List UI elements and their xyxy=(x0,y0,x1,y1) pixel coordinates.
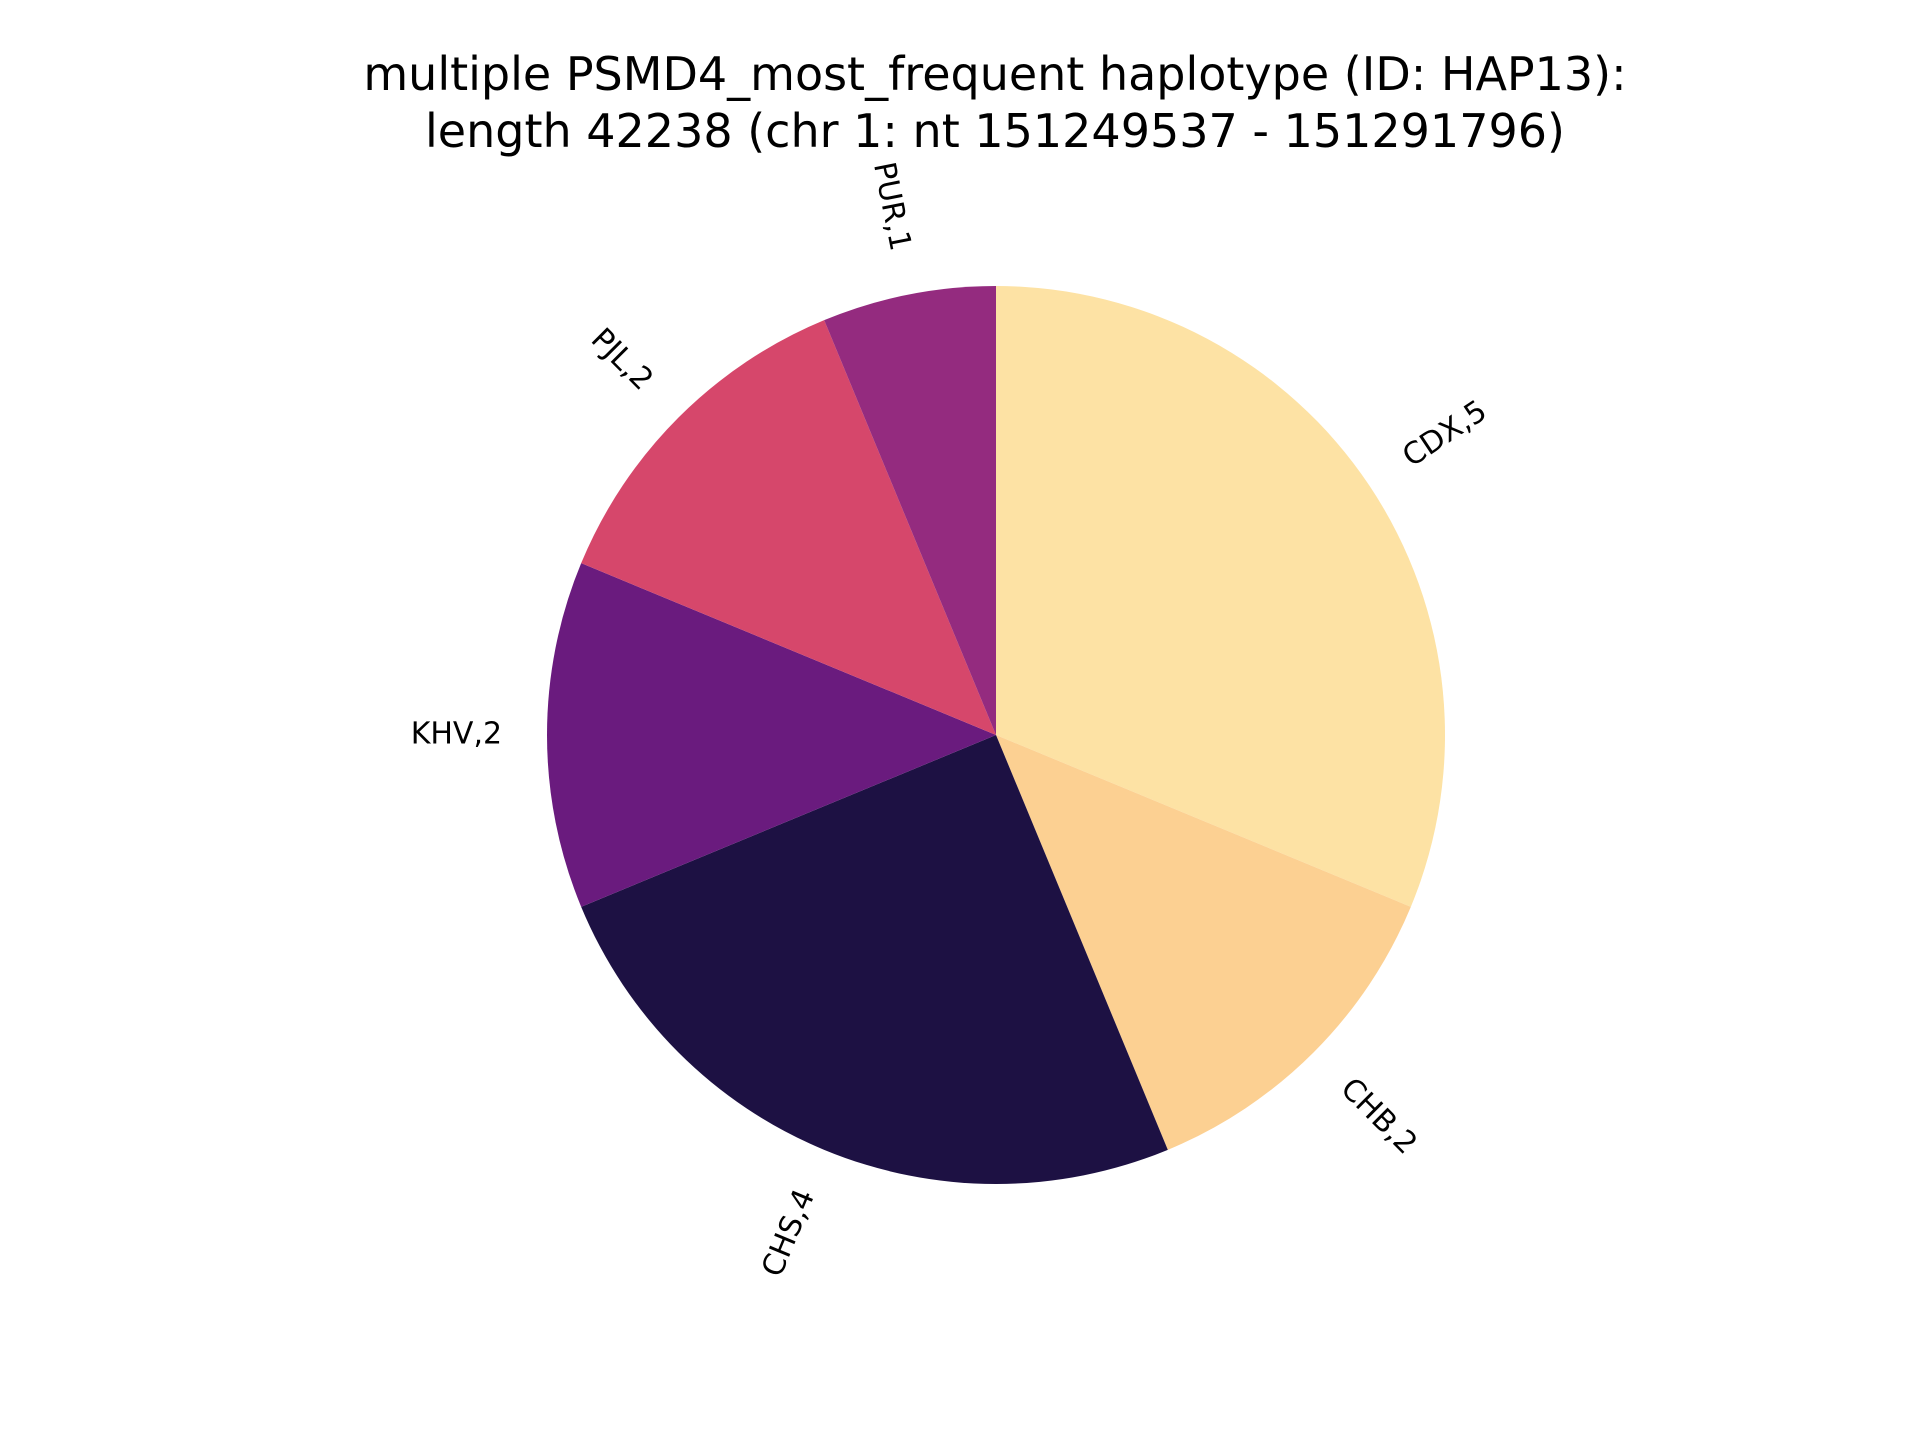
pie-slice-pjl xyxy=(581,320,996,735)
pie-label-chs: CHS,4 xyxy=(755,1184,822,1282)
pie-label-pjl: PJL,2 xyxy=(584,322,660,398)
chart-title: multiple PSMD4_most_frequent haplotype (… xyxy=(0,46,1920,160)
pie-slice-chb xyxy=(996,735,1411,1150)
pie-slice-chs xyxy=(581,735,1168,1184)
chart-title-line-2: length 42238 (chr 1: nt 151249537 - 1512… xyxy=(425,104,1565,158)
pie-label-chb: CHB,2 xyxy=(1334,1071,1424,1161)
pie-slice-khv xyxy=(547,563,996,907)
pie-slice-pur xyxy=(824,286,996,735)
chart-title-line-1: multiple PSMD4_most_frequent haplotype (… xyxy=(363,47,1627,101)
pie-slice-cdx xyxy=(996,286,1445,907)
pie-slices xyxy=(547,286,1445,1184)
pie-label-khv: KHV,2 xyxy=(411,717,502,752)
pie-label-cdx: CDX,5 xyxy=(1396,393,1493,474)
pie-label-pur: PUR,1 xyxy=(866,159,918,254)
